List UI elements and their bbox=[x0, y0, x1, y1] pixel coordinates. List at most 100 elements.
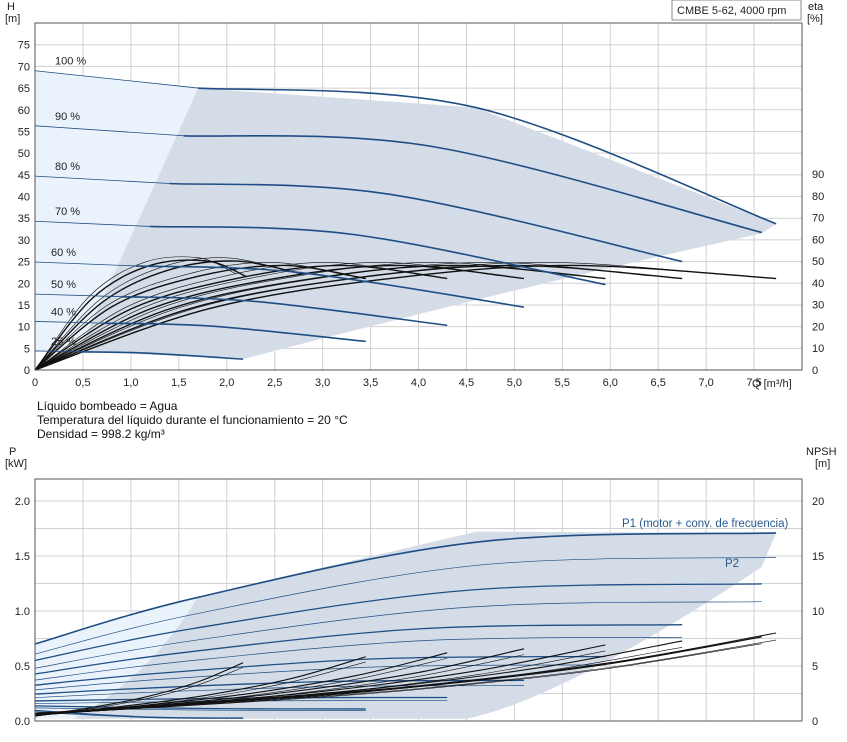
power-tick-label: 1.5 bbox=[15, 551, 30, 563]
chart-title-box bbox=[671, 0, 802, 21]
speed-label: 40 % bbox=[51, 306, 76, 318]
head-curve bbox=[150, 225, 606, 286]
head-curve-thin bbox=[34, 350, 79, 353]
head-tick-label: 35 bbox=[18, 213, 30, 225]
npsh-curve bbox=[34, 662, 244, 717]
eta-tick-label: 70 bbox=[812, 213, 824, 225]
efficiency-curve-thin bbox=[34, 262, 740, 371]
power-tick-label: 2.0 bbox=[15, 496, 30, 508]
npsh-axis-label: NPSH bbox=[806, 446, 837, 458]
npsh-tick-label: 5 bbox=[812, 661, 818, 673]
flow-tick-label: 5,0 bbox=[507, 377, 522, 389]
head-curve-thin bbox=[34, 321, 103, 324]
head-curve bbox=[135, 265, 525, 308]
flow-axis-label: Q [m³/h] bbox=[752, 378, 792, 390]
power-plot-frame bbox=[34, 478, 803, 722]
flow-tick-label: 6,5 bbox=[651, 377, 666, 389]
head-tick-label: 15 bbox=[18, 300, 30, 312]
eta-tick-label: 30 bbox=[812, 300, 824, 312]
power-plot-border bbox=[34, 478, 803, 722]
flow-tick-label: 3,5 bbox=[363, 377, 378, 389]
flow-tick-label: 3,0 bbox=[315, 377, 330, 389]
p1-power-curve bbox=[34, 624, 683, 675]
p1-power-curve bbox=[34, 655, 606, 686]
p2-power-curve bbox=[34, 636, 683, 681]
p1-curve-label: P1 (motor + conv. de frecuencia) bbox=[622, 518, 788, 530]
head-tick-label: 50 bbox=[18, 148, 30, 160]
head-axis-label: H bbox=[7, 1, 15, 13]
p2-power-curve bbox=[34, 557, 777, 655]
npsh-curve-thin bbox=[34, 650, 606, 716]
power-curves bbox=[34, 532, 777, 719]
head-plot-frame bbox=[34, 22, 803, 371]
eta-tick-label: 0 bbox=[812, 365, 818, 377]
head-curves: 100 % 90 % 80 % 70 % 60 % 50 % 40 % 25 % bbox=[34, 56, 777, 360]
operating-range-area bbox=[35, 70, 777, 360]
head-tick-label: 25 bbox=[18, 257, 30, 269]
eta-axis-label: eta bbox=[808, 1, 824, 13]
speed-label: 50 % bbox=[51, 279, 76, 291]
speed-label: 80 % bbox=[55, 161, 80, 173]
head-curve bbox=[78, 350, 244, 360]
p2-power-curve bbox=[34, 707, 366, 711]
flow-tick-label: 0,5 bbox=[75, 377, 90, 389]
p1-power-curve bbox=[34, 583, 762, 661]
head-curve bbox=[102, 322, 366, 343]
npsh-tick-label: 15 bbox=[812, 551, 824, 563]
head-plot-border bbox=[34, 22, 803, 371]
power-tick-label: 1.0 bbox=[15, 606, 30, 618]
head-tick-labels: 0 5 10 15 20 25 30 35 40 45 50 55 60 65 70 75 0 0,5 1,0 1,5… bbox=[18, 40, 825, 389]
head-curve bbox=[197, 87, 777, 225]
efficiency-curve-thin bbox=[34, 256, 236, 371]
flow-tick-label: 6,0 bbox=[603, 377, 618, 389]
head-tick-label: 10 bbox=[18, 322, 30, 334]
head-curve-thin bbox=[34, 175, 170, 184]
eta-tick-label: 80 bbox=[812, 191, 824, 203]
flow-tick-label: 2,0 bbox=[219, 377, 234, 389]
head-tick-label: 40 bbox=[18, 192, 30, 204]
head-tick-label: 55 bbox=[18, 126, 30, 138]
eta-axis-unit: [%] bbox=[807, 13, 823, 25]
note-temperature: Temperatura del líquido durante el funci… bbox=[37, 413, 348, 427]
head-curve-thin bbox=[34, 220, 151, 227]
head-curve-thin bbox=[34, 261, 136, 267]
npsh-tick-label: 0 bbox=[812, 716, 818, 728]
head-curve bbox=[121, 295, 448, 327]
p1-power-curve bbox=[34, 696, 448, 702]
eta-tick-label: 50 bbox=[812, 256, 824, 268]
npsh-curve-thin bbox=[34, 667, 244, 717]
eta-tick-label: 40 bbox=[812, 278, 824, 290]
speed-label: 70 % bbox=[55, 206, 80, 218]
head-tick-label: 5 bbox=[24, 343, 30, 355]
light-operating-area bbox=[35, 70, 198, 352]
eta-tick-label: 60 bbox=[812, 234, 824, 246]
npsh-curve-thin bbox=[34, 657, 448, 716]
main-power-area bbox=[73, 531, 777, 719]
speed-label: 25 % bbox=[51, 336, 76, 348]
power-tick-labels: 0.0 0.5 1.0 1.5 2.0 0 5 10 15 20 bbox=[15, 496, 825, 728]
note-density: Densidad = 998.2 kg/m³ bbox=[37, 427, 165, 441]
flow-tick-label: 1,0 bbox=[123, 377, 138, 389]
head-curve-thin bbox=[34, 70, 199, 89]
efficiency-curve-thin bbox=[34, 262, 427, 371]
note-liquid: Líquido bombeado = Agua bbox=[37, 399, 178, 413]
power-axis-unit: [kW] bbox=[5, 458, 27, 470]
head-axis-unit: [m] bbox=[5, 13, 20, 25]
power-tick-label: 0.0 bbox=[15, 716, 30, 728]
flow-tick-label: 4,5 bbox=[459, 377, 474, 389]
flow-tick-label: 7,5 bbox=[746, 377, 761, 389]
flow-tick-label: 5,5 bbox=[555, 377, 570, 389]
npsh-tick-label: 20 bbox=[812, 496, 824, 508]
flow-tick-label: 1,5 bbox=[171, 377, 186, 389]
head-curve bbox=[169, 182, 683, 263]
flow-tick-label: 0 bbox=[32, 377, 38, 389]
flow-tick-label: 7,0 bbox=[698, 377, 713, 389]
speed-label: 60 % bbox=[51, 247, 76, 259]
head-tick-label: 20 bbox=[18, 278, 30, 290]
head-tick-label: 60 bbox=[18, 105, 30, 117]
head-curve-thin bbox=[34, 293, 122, 298]
speed-label: 90 % bbox=[55, 111, 80, 123]
efficiency-curve-thin bbox=[34, 262, 500, 371]
main-operating-area bbox=[78, 88, 777, 360]
